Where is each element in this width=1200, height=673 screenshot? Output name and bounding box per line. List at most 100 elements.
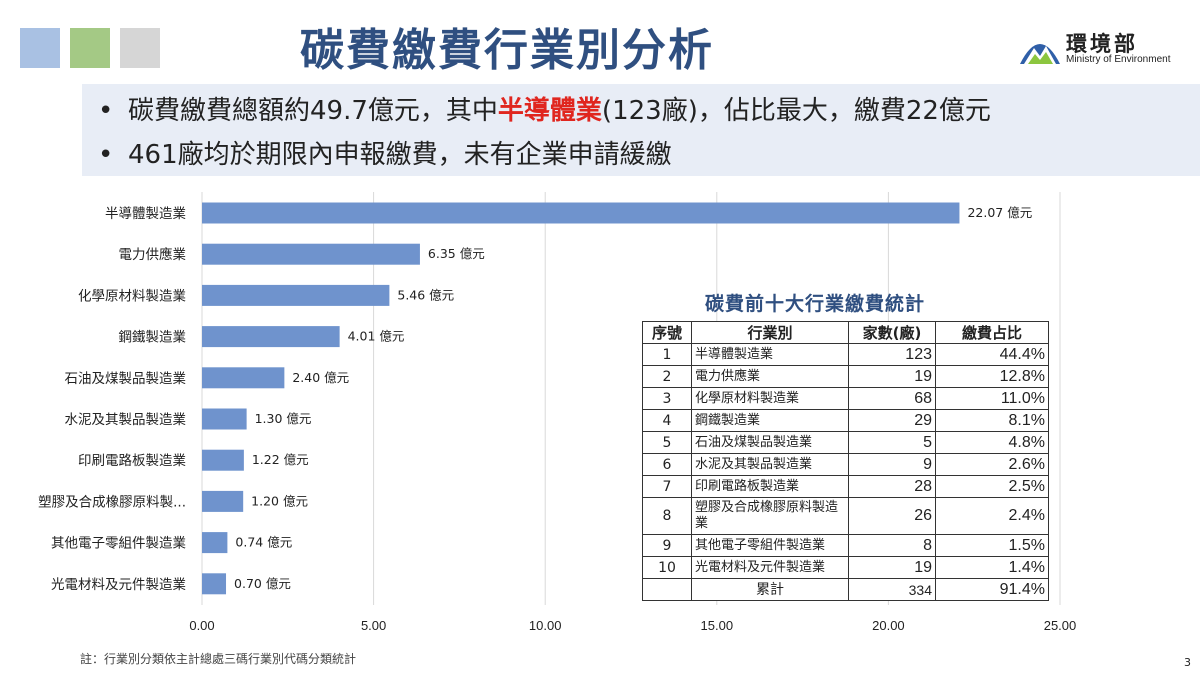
summary-box: • 碳費繳費總額約49.7億元，其中半導體業(123廠)，佔比最大，繳費22億元 …	[82, 84, 1200, 176]
decor-square-blue	[20, 28, 60, 68]
table-row: 9 其他電子零組件製造業 8 1.5%	[642, 534, 1049, 557]
footnote: 註：行業別分類依主計總處三碼行業別代碼分類統計	[80, 652, 357, 666]
decor-square-gray	[120, 28, 160, 68]
value-label: 1.30 億元	[255, 411, 312, 426]
category-label: 鋼鐵製造業	[119, 329, 187, 346]
table-cell: 其他電子零組件製造業	[691, 534, 849, 557]
bar	[202, 202, 960, 224]
category-label: 印刷電路板製造業	[78, 453, 186, 469]
table-cell: 8	[848, 534, 936, 557]
bar	[202, 243, 420, 265]
table-row: 7 印刷電路板製造業 28 2.5%	[642, 475, 1049, 498]
bullet-highlight: 半導體業	[497, 96, 602, 126]
table-cell: 28	[848, 475, 936, 498]
bar	[202, 573, 227, 595]
value-label: 0.70 億元	[234, 576, 291, 591]
table-cell: 5	[642, 431, 692, 454]
table-cell: 19	[848, 365, 936, 388]
total-cell: 91.4%	[935, 578, 1049, 601]
table-cell: 11.0%	[935, 387, 1049, 410]
category-label: 光電材料及元件製造業	[51, 577, 186, 593]
table-cell: 26	[848, 497, 936, 535]
x-tick-label: 10.00	[529, 618, 562, 633]
summary-bullet: • 461廠均於期限內申報繳費，未有企業申請緩繳	[98, 140, 672, 170]
table-row: 5 石油及煤製品製造業 5 4.8%	[642, 431, 1049, 454]
header-cell: 序號	[642, 321, 692, 344]
value-label: 1.20 億元	[251, 493, 308, 508]
bar	[202, 326, 340, 348]
x-tick-label: 25.00	[1044, 618, 1077, 633]
table-cell: 2.5%	[935, 475, 1049, 498]
table-cell: 19	[848, 556, 936, 579]
bar	[202, 532, 228, 554]
category-label: 石油及煤製品製造業	[65, 371, 187, 387]
total-cell	[642, 578, 692, 601]
value-label: 6.35 億元	[428, 246, 485, 261]
table-cell: 4	[642, 409, 692, 432]
mountain-logo-icon	[1020, 44, 1060, 64]
x-tick-label: 20.00	[872, 618, 905, 633]
stats-table: 序號 行業別 家數(廠) 繳費占比 1 半導體製造業 123 44.4% 2 電力供應業 1…	[642, 321, 1049, 601]
header-cell: 行業別	[691, 321, 849, 344]
ministry-logo: 環境部 Ministry of Environment	[1018, 30, 1188, 70]
table-cell: 9	[848, 453, 936, 476]
category-label: 塑膠及合成橡膠原料製...	[38, 494, 186, 510]
table-cell: 7	[642, 475, 692, 498]
page-number: 3	[1184, 656, 1191, 669]
page-title: 碳費繳費行業別分析	[300, 25, 714, 76]
category-label: 半導體製造業	[105, 206, 186, 222]
table-cell: 3	[642, 387, 692, 410]
category-label: 水泥及其製品製造業	[65, 412, 187, 428]
table-row: 3 化學原材料製造業 68 11.0%	[642, 387, 1049, 410]
table-cell: 9	[642, 534, 692, 557]
table-cell: 8.1%	[935, 409, 1049, 432]
table-cell: 半導體製造業	[691, 343, 849, 366]
table-cell: 12.8%	[935, 365, 1049, 388]
bar	[202, 284, 390, 306]
table-cell: 石油及煤製品製造業	[691, 431, 849, 454]
logo-name-cn: 環境部	[1066, 32, 1138, 56]
table-row: 4 鋼鐵製造業 29 8.1%	[642, 409, 1049, 432]
value-label: 5.46 億元	[397, 287, 454, 302]
table-cell: 29	[848, 409, 936, 432]
table-cell: 2	[642, 365, 692, 388]
value-label: 4.01 億元	[348, 329, 405, 344]
x-tick-label: 0.00	[189, 618, 214, 633]
bullet-text: 碳費繳費總額約49.7億元，其中	[128, 96, 498, 126]
table-cell: 44.4%	[935, 343, 1049, 366]
header-cell: 家數(廠)	[848, 321, 936, 344]
total-cell: 334	[848, 578, 936, 601]
value-label: 2.40 億元	[292, 370, 349, 385]
table-total-row: 累計 334 91.4%	[642, 578, 1049, 601]
table-cell: 2.6%	[935, 453, 1049, 476]
table-cell: 鋼鐵製造業	[691, 409, 849, 432]
table-cell: 塑膠及合成橡膠原料製造業	[691, 497, 849, 535]
category-label: 其他電子零組件製造業	[51, 536, 186, 552]
table-cell: 8	[642, 497, 692, 535]
bar	[202, 408, 247, 430]
table-cell: 1.5%	[935, 534, 1049, 557]
table-cell: 68	[848, 387, 936, 410]
bullet-text-tail: (123廠)，佔比最大，繳費22億元	[601, 96, 991, 126]
bullet-text: 461廠均於期限內申報繳費，未有企業申請緩繳	[128, 140, 672, 170]
table-cell: 6	[642, 453, 692, 476]
header-cell: 繳費占比	[935, 321, 1049, 344]
table-cell: 1.4%	[935, 556, 1049, 579]
table-row: 8 塑膠及合成橡膠原料製造業 26 2.4%	[642, 497, 1049, 535]
table-cell: 電力供應業	[691, 365, 849, 388]
table-cell: 10	[642, 556, 692, 579]
table-row: 10 光電材料及元件製造業 19 1.4%	[642, 556, 1049, 579]
table-cell: 2.4%	[935, 497, 1049, 535]
table-cell: 化學原材料製造業	[691, 387, 849, 410]
table-header-row: 序號 行業別 家數(廠) 繳費占比	[642, 321, 1049, 344]
bar	[202, 367, 285, 389]
table-cell: 1	[642, 343, 692, 366]
bar	[202, 449, 244, 471]
table-cell: 4.8%	[935, 431, 1049, 454]
value-label: 1.22 億元	[252, 452, 309, 467]
table-row: 6 水泥及其製品製造業 9 2.6%	[642, 453, 1049, 476]
x-tick-label: 15.00	[701, 618, 734, 633]
table-row: 1 半導體製造業 123 44.4%	[642, 343, 1049, 366]
value-label: 0.74 億元	[235, 535, 292, 550]
